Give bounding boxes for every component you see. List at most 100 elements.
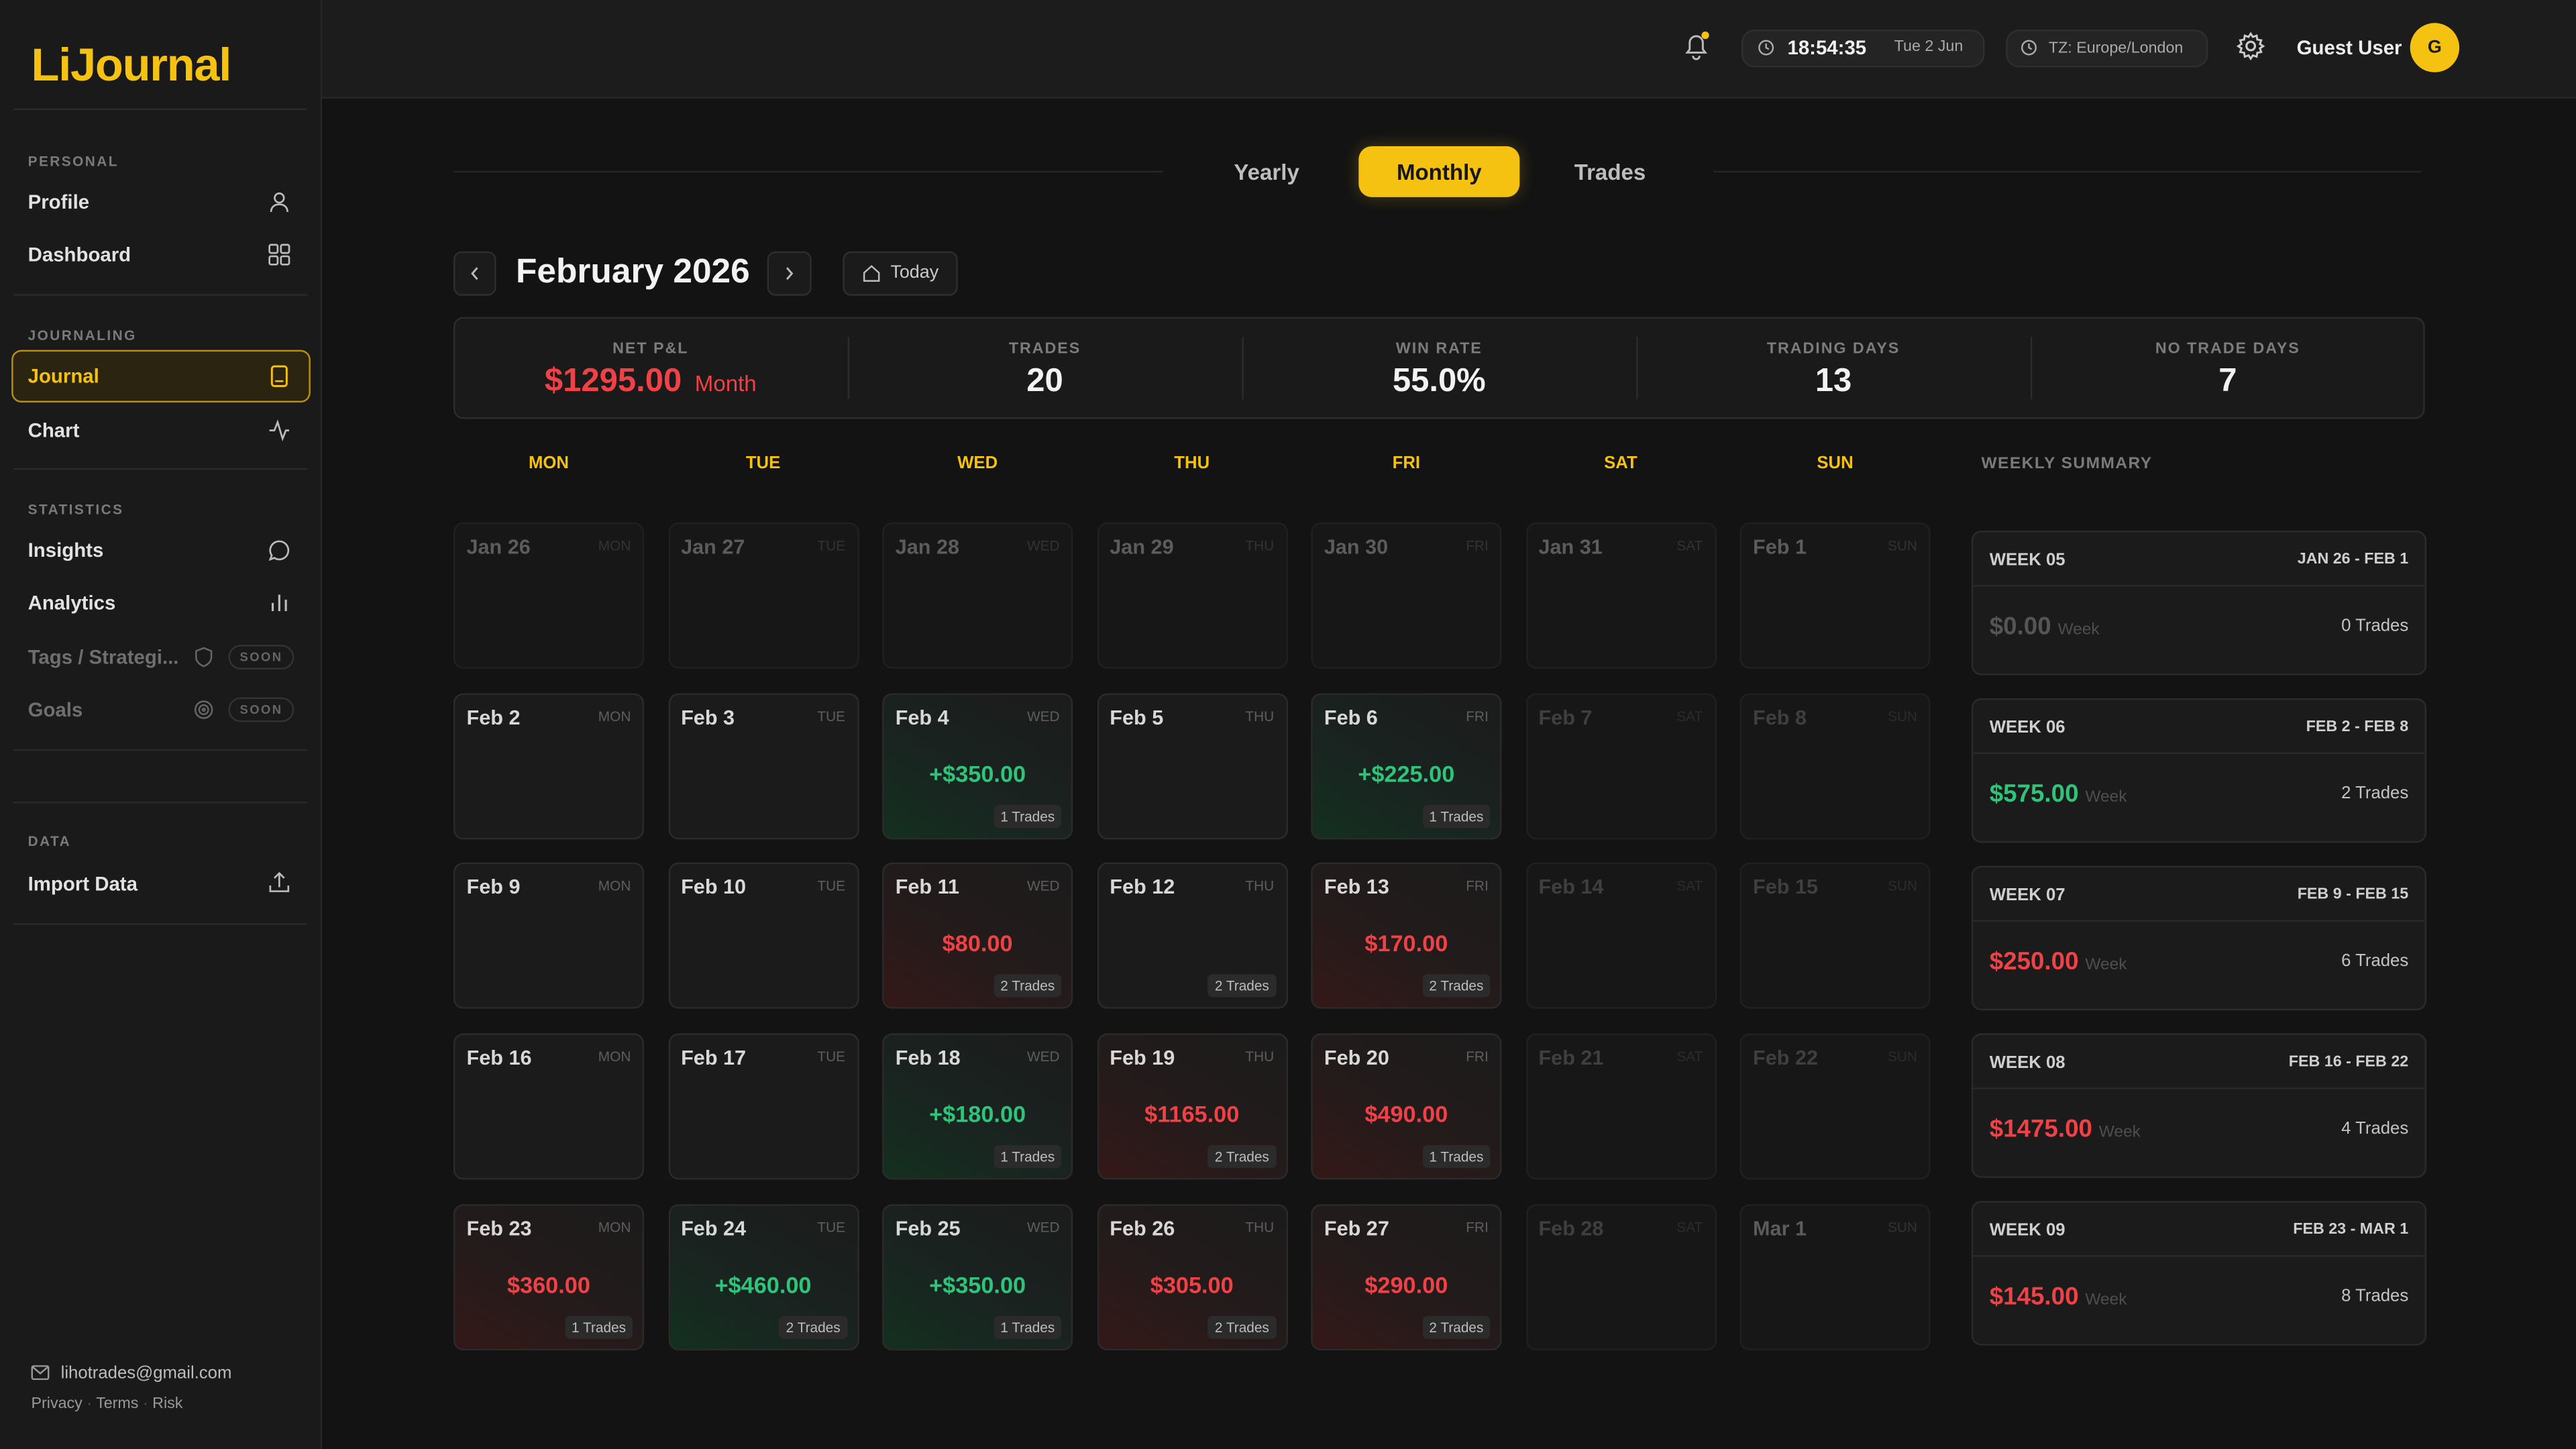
week-range: FEB 23 - MAR 1 — [2293, 1220, 2409, 1239]
weekday-header: THU — [1174, 453, 1210, 474]
day-cell[interactable]: Jan 31 SAT — [1525, 522, 1716, 669]
day-weekday: TUE — [817, 1048, 846, 1065]
day-cell[interactable]: Mar 1 SUN — [1739, 1203, 1931, 1350]
day-date: Feb 21 — [1538, 1046, 1604, 1070]
week-value-row: $0.00 Week — [1990, 612, 2100, 641]
day-cell[interactable]: Feb 8 SUN — [1739, 692, 1931, 839]
stat-value: 55.0% — [1393, 363, 1486, 400]
link[interactable]: Risk — [152, 1395, 183, 1413]
day-weekday: WED — [1026, 707, 1060, 724]
day-cell[interactable]: Feb 25 WED +$350.00 1 Trades — [882, 1203, 1073, 1350]
day-cell[interactable]: Feb 14 SAT — [1525, 863, 1716, 1010]
divider — [13, 923, 307, 925]
day-cell[interactable]: Jan 26 MON — [453, 522, 645, 669]
week-range: FEB 9 - FEB 15 — [2297, 885, 2409, 904]
day-cell[interactable]: Feb 27 FRI $290.00 2 Trades — [1311, 1203, 1502, 1350]
day-date: Feb 15 — [1753, 876, 1819, 900]
day-pnl: $360.00 — [506, 1271, 590, 1298]
stat-number: 20 — [1026, 363, 1063, 400]
day-date: Feb 19 — [1110, 1046, 1175, 1070]
day-cell[interactable]: Feb 16 MON — [453, 1033, 645, 1180]
week-card[interactable]: WEEK 09 FEB 23 - MAR 1 $145.00 Week 8 Trades — [1971, 1201, 2427, 1346]
clock-pill — [1741, 30, 1985, 68]
nav-profile[interactable]: Profile — [28, 191, 90, 214]
tab-active[interactable]: Monthly — [1396, 160, 1482, 185]
week-value-row: $145.00 Week — [1990, 1283, 2127, 1311]
link[interactable]: Privacy — [31, 1395, 83, 1413]
settings[interactable] — [2236, 32, 2265, 61]
nav-import[interactable]: Import Data — [28, 872, 138, 896]
day-cell[interactable]: Feb 15 SUN — [1739, 863, 1931, 1010]
day-weekday: FRI — [1466, 1218, 1489, 1236]
week-card[interactable]: WEEK 08 FEB 16 - FEB 22 $1475.00 Week 4 Trad… — [1971, 1033, 2427, 1178]
day-cell[interactable]: Feb 22 SUN — [1739, 1033, 1931, 1180]
link[interactable]: Terms — [96, 1395, 139, 1413]
avatar[interactable]: G — [2410, 23, 2460, 72]
week-range: FEB 16 - FEB 22 — [2288, 1053, 2409, 1071]
day-cell[interactable]: Feb 18 WED +$180.00 1 Trades — [882, 1033, 1073, 1180]
week-divider — [1973, 584, 2425, 587]
nav-journal[interactable]: Journal — [28, 364, 99, 388]
user-name[interactable]: Guest User — [2296, 36, 2402, 60]
day-date: Feb 14 — [1538, 876, 1604, 900]
week-card[interactable]: WEEK 05 JAN 26 - FEB 1 $0.00 Week 0 Trades — [1971, 531, 2427, 676]
week-unit: Week — [2085, 788, 2127, 807]
day-cell[interactable]: Feb 28 SAT — [1525, 1203, 1716, 1350]
day-cell[interactable]: Jan 27 TUE — [667, 522, 859, 669]
day-trades: 2 Trades — [1208, 1316, 1276, 1339]
day-date: Feb 16 — [466, 1046, 532, 1070]
day-trades: 1 Trades — [1422, 1145, 1491, 1169]
nav-dashboard[interactable]: Dashboard — [28, 243, 131, 266]
day-date: Feb 12 — [1110, 876, 1175, 900]
day-cell[interactable]: Feb 6 FRI +$225.00 1 Trades — [1311, 692, 1502, 839]
week-label: WEEK 09 — [1989, 1220, 2065, 1240]
week-trades: 2 Trades — [2341, 784, 2409, 804]
day-cell[interactable]: Feb 9 MON — [453, 863, 645, 1010]
day-cell[interactable]: Jan 30 FRI — [1311, 522, 1502, 669]
day-cell[interactable]: Feb 17 TUE — [667, 1033, 859, 1180]
day-cell[interactable]: Feb 3 TUE — [667, 692, 859, 839]
weekday-header: MON — [528, 453, 569, 474]
day-cell[interactable]: Feb 19 THU $1165.00 2 Trades — [1096, 1033, 1287, 1180]
nav-chart[interactable]: Chart — [28, 419, 80, 442]
prev-month[interactable] — [453, 251, 496, 296]
day-date: Feb 6 — [1324, 706, 1378, 729]
nav-analytics[interactable]: Analytics — [28, 591, 116, 614]
day-cell[interactable]: Feb 13 FRI $170.00 2 Trades — [1311, 863, 1502, 1010]
divider — [13, 802, 307, 804]
day-cell[interactable]: Feb 5 THU — [1096, 692, 1287, 839]
next-month[interactable] — [767, 251, 812, 296]
soon-badge: SOON — [228, 697, 294, 722]
day-cell[interactable]: Feb 2 MON — [453, 692, 645, 839]
stat-divider — [847, 337, 850, 400]
week-card[interactable]: WEEK 07 FEB 9 - FEB 15 $250.00 Week 6 Trades — [1971, 865, 2427, 1011]
day-weekday: THU — [1245, 877, 1275, 895]
day-cell[interactable]: Feb 1 SUN — [1739, 522, 1931, 669]
day-cell[interactable]: Feb 11 WED $80.00 2 Trades — [882, 863, 1073, 1010]
day-cell[interactable]: Feb 26 THU $305.00 2 Trades — [1096, 1203, 1287, 1350]
day-cell[interactable]: Feb 10 TUE — [667, 863, 859, 1010]
week-divider — [1973, 1255, 2425, 1257]
bell[interactable] — [1682, 32, 1711, 61]
section-title: STATISTICS — [28, 500, 124, 518]
nav-insights[interactable]: Insights — [28, 539, 104, 562]
day-cell[interactable]: Jan 29 THU — [1096, 522, 1287, 669]
day-cell[interactable]: Feb 24 TUE +$460.00 2 Trades — [667, 1203, 859, 1350]
today-button[interactable]: Today — [843, 251, 958, 296]
day-cell[interactable]: Feb 7 SAT — [1525, 692, 1716, 839]
day-cell[interactable]: Feb 21 SAT — [1525, 1033, 1716, 1180]
day-cell[interactable]: Feb 20 FRI $490.00 1 Trades — [1311, 1033, 1502, 1180]
week-unit: Week — [2085, 956, 2127, 975]
day-cell[interactable]: Feb 12 THU 2 Trades — [1096, 863, 1287, 1010]
day-cell[interactable]: Feb 4 WED +$350.00 1 Trades — [882, 692, 1073, 839]
stat-divider — [1242, 337, 1244, 400]
day-cell[interactable]: Jan 28 WED — [882, 522, 1073, 669]
week-value: $575.00 — [1989, 780, 2079, 808]
tab[interactable]: Yearly — [1234, 160, 1299, 185]
day-cell[interactable]: Feb 23 MON $360.00 1 Trades — [453, 1203, 645, 1350]
week-card[interactable]: WEEK 06 FEB 2 - FEB 8 $575.00 Week 2 Trades — [1971, 698, 2427, 843]
brand[interactable]: LiJournal — [31, 39, 232, 91]
week-unit: Week — [2057, 621, 2100, 639]
week-trades: 0 Trades — [2341, 616, 2409, 636]
tab[interactable]: Trades — [1574, 160, 1646, 185]
